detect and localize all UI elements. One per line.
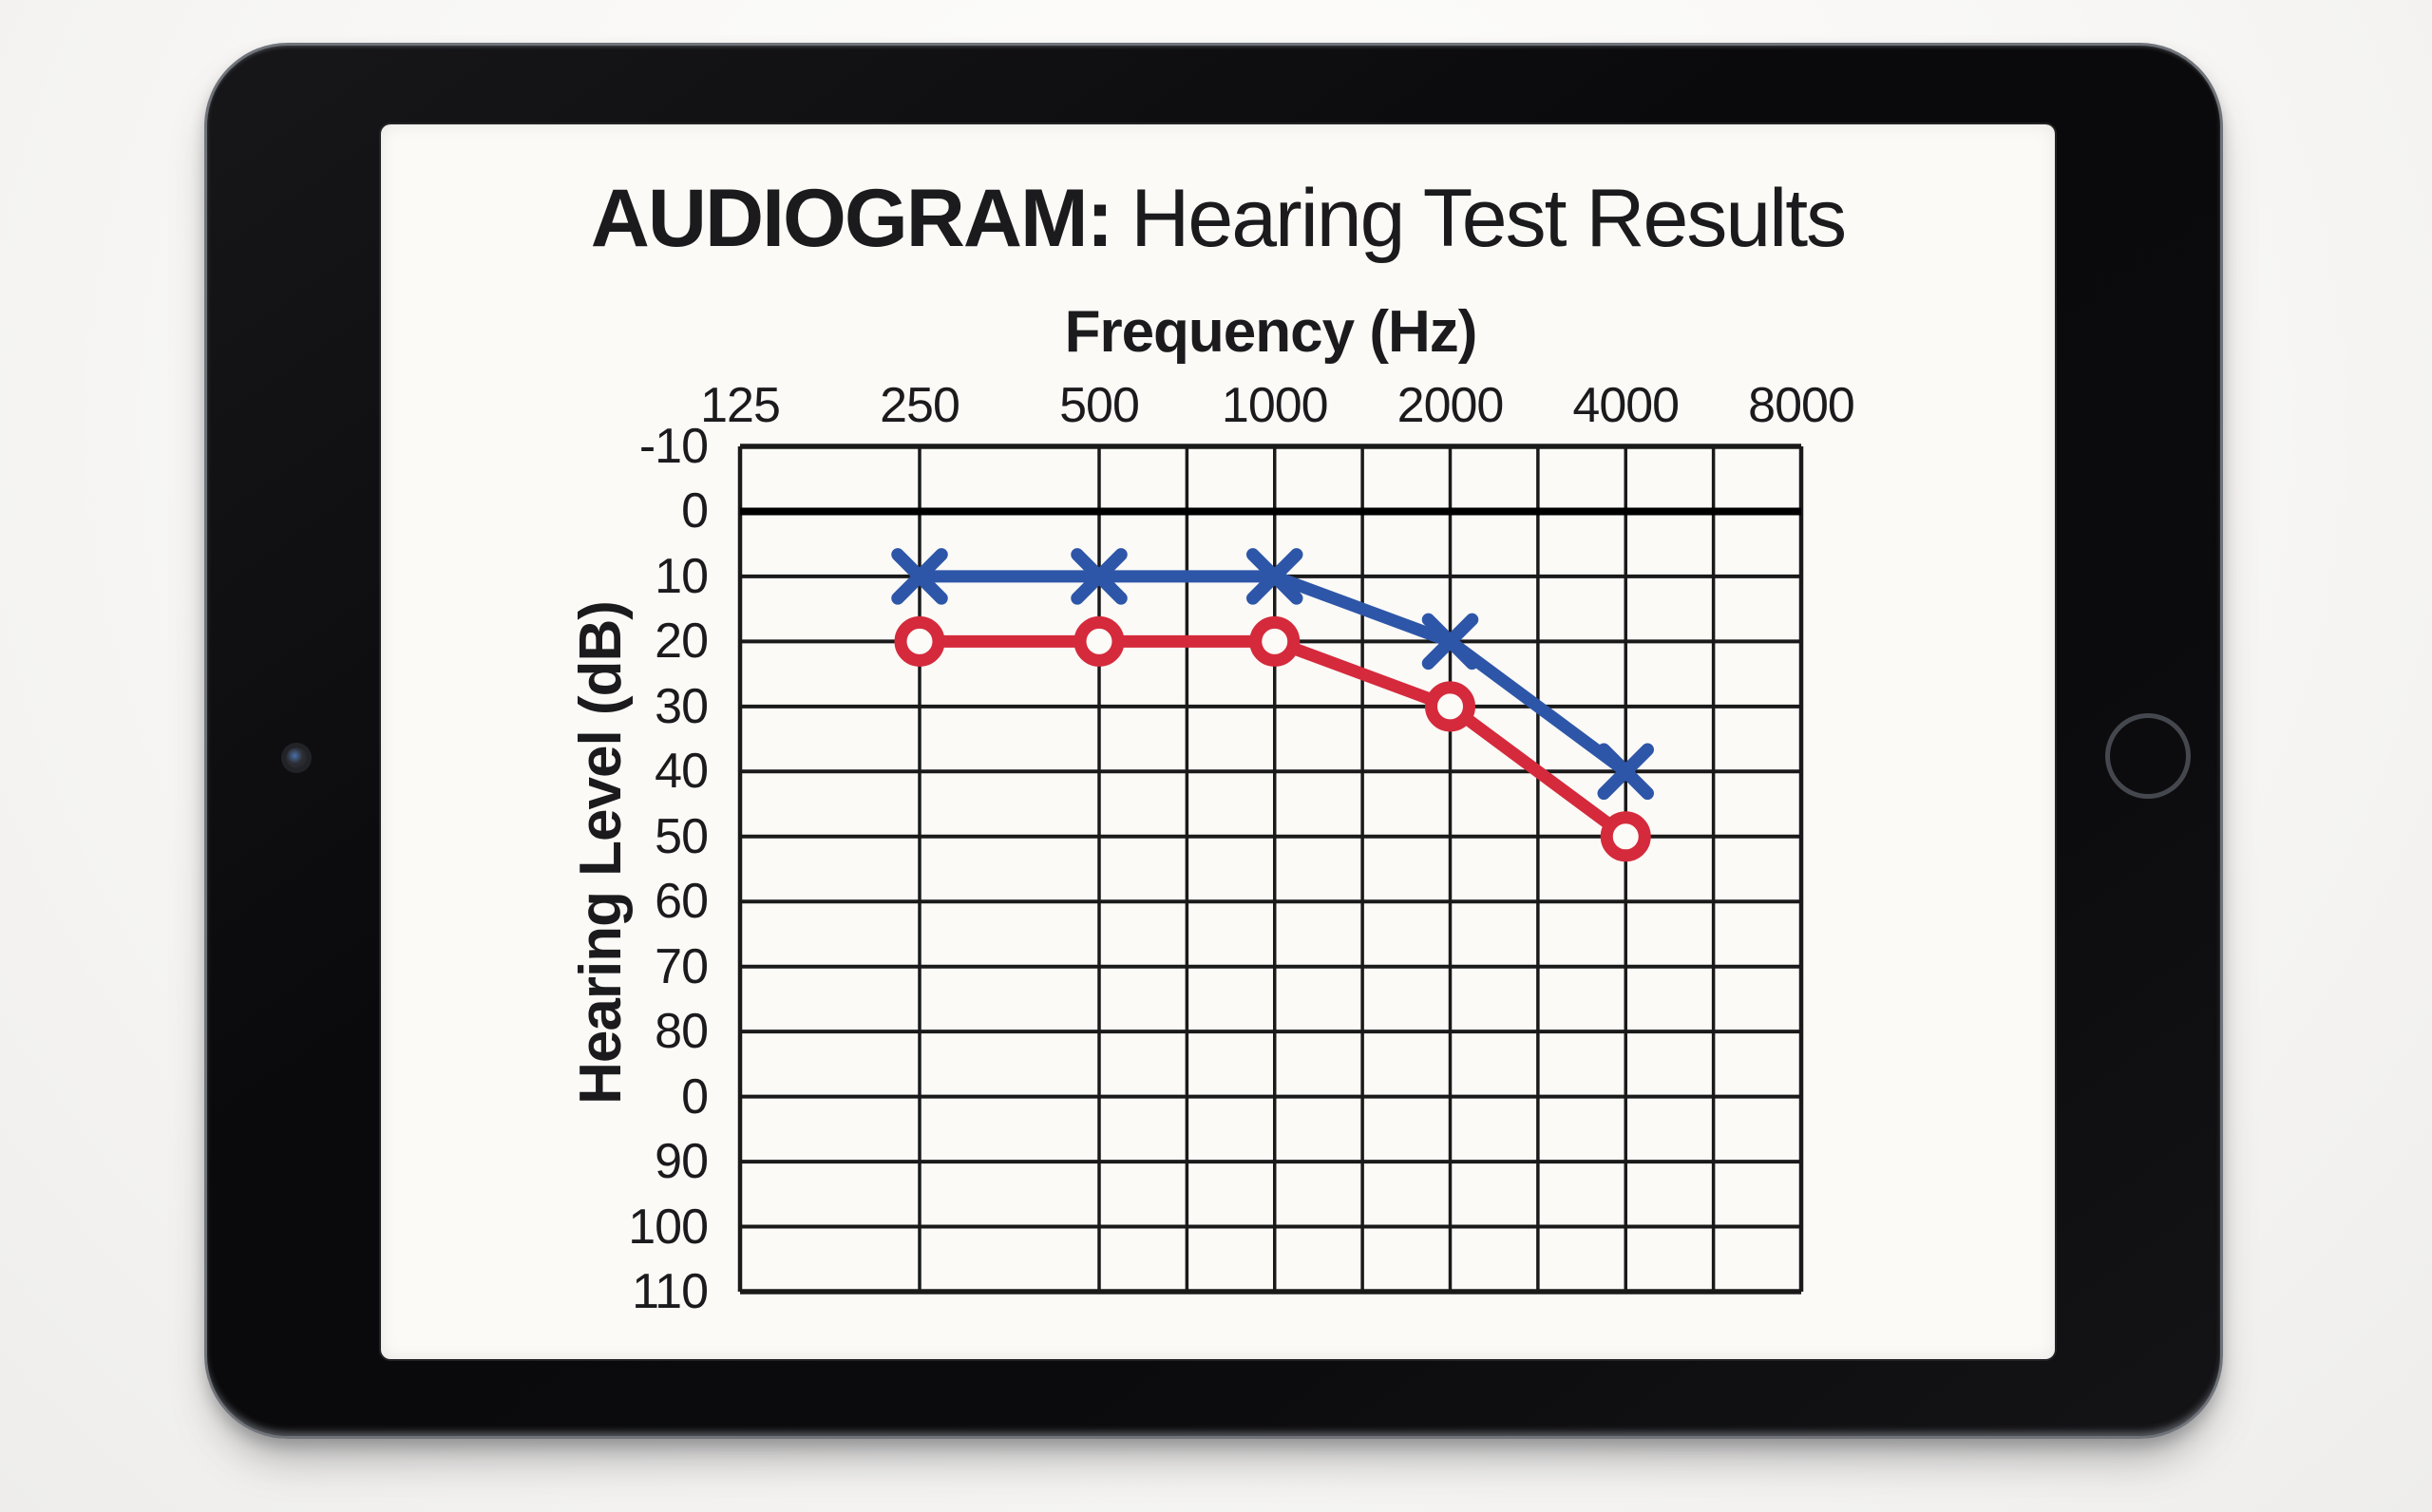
chart-title: AUDIOGRAM: Hearing Test Results (381, 172, 2055, 266)
x-marker (891, 548, 948, 605)
x-axis-ticks: 125 250 500 1000 2000 4000 8000 (700, 377, 1855, 440)
x-marker (1597, 743, 1654, 801)
blue-x-series (891, 548, 1654, 801)
x-tick-label: 8000 (1748, 378, 1855, 433)
x-marker (1246, 548, 1303, 605)
y-tick-label: 0 (681, 483, 709, 539)
y-tick-label: 100 (628, 1199, 709, 1255)
grid-lines (737, 444, 1804, 1295)
o-marker (1074, 615, 1125, 667)
x-axis-label: Frequency (Hz) (1064, 299, 1478, 365)
y-tick-label: 70 (655, 938, 709, 994)
x-tick-label: 250 (880, 378, 960, 433)
data-series (891, 548, 1654, 862)
y-tick-label: 110 (632, 1264, 709, 1319)
o-marker (1425, 681, 1475, 732)
o-marker (1600, 811, 1651, 862)
audiogram-plot (737, 444, 1804, 1295)
y-tick-label: 0 (681, 1068, 709, 1125)
home-button[interactable] (2105, 713, 2191, 799)
red-o-series (894, 615, 1651, 862)
y-axis-ticks: -10 0 10 20 30 40 50 60 70 80 0 90 100 110 (381, 419, 723, 1319)
y-tick-label: 90 (655, 1134, 709, 1190)
tablet-screen: AUDIOGRAM: Hearing Test Results Frequency… (381, 124, 2055, 1359)
y-axis-label: Hearing Level (dB) (568, 601, 634, 1105)
tablet-frame: AUDIOGRAM: Hearing Test Results Frequency… (204, 43, 2223, 1439)
y-tick-label: 20 (655, 614, 709, 670)
x-tick-label: 125 (700, 378, 781, 433)
x-tick-label: 1000 (1221, 378, 1329, 433)
x-marker (1421, 613, 1479, 671)
x-marker (1071, 548, 1128, 605)
o-marker (894, 615, 945, 667)
front-camera-icon (286, 747, 307, 768)
y-tick-label: 40 (655, 744, 709, 800)
y-tick-label: 30 (655, 678, 709, 734)
y-tick-label: 60 (655, 874, 709, 930)
y-tick-label: 10 (655, 548, 709, 604)
chart-title-rest: Hearing Test Results (1130, 173, 1847, 264)
x-tick-label: 2000 (1396, 378, 1505, 433)
blue-x-series-line (920, 570, 1630, 777)
y-tick-label: -10 (638, 419, 709, 474)
red-o-series-line (920, 634, 1630, 841)
y-tick-label: 50 (655, 808, 709, 864)
y-tick-label: 80 (655, 1004, 709, 1060)
o-marker (1249, 615, 1301, 667)
x-tick-label: 4000 (1572, 378, 1680, 433)
x-tick-label: 500 (1059, 378, 1140, 433)
chart-title-prefix: AUDIOGRAM: (590, 173, 1113, 264)
